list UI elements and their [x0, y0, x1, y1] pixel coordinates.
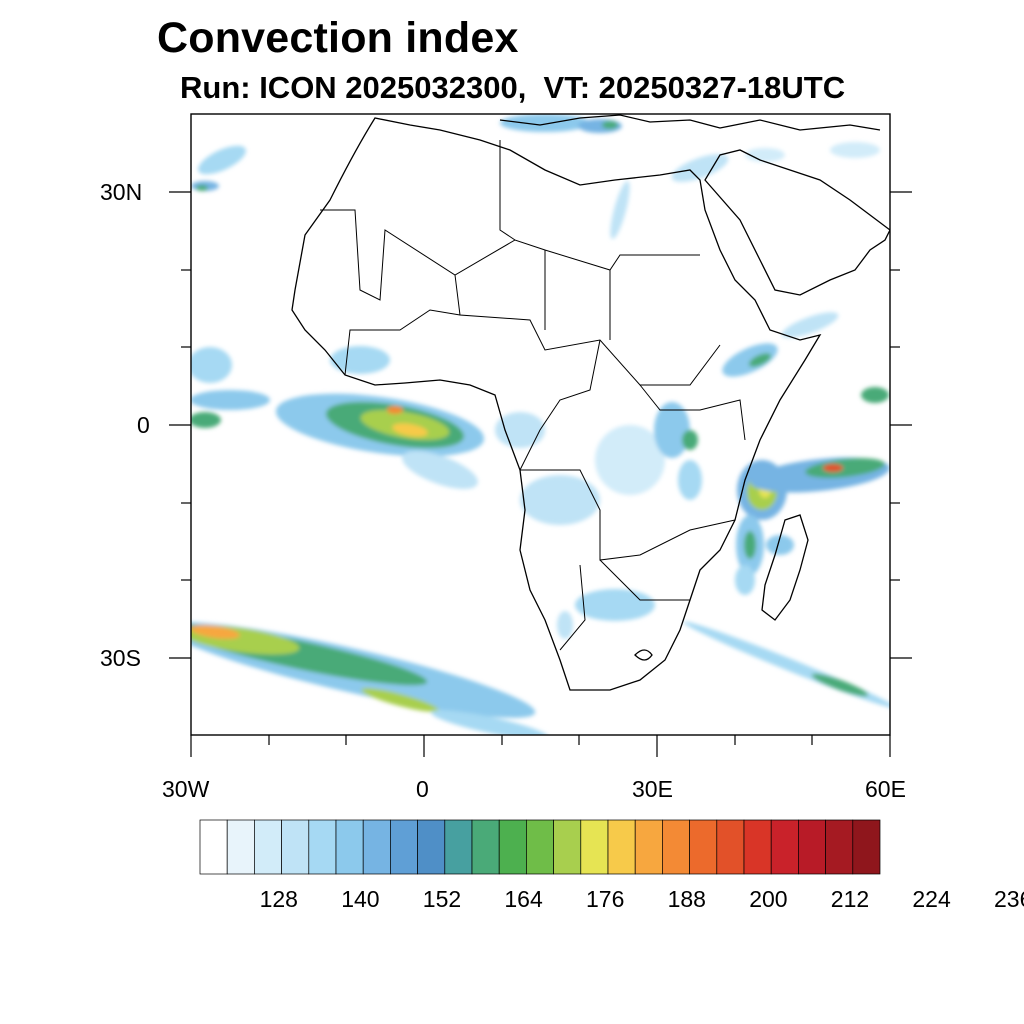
colorbar-swatch — [662, 819, 690, 875]
lat-tick-label: 30S — [100, 645, 141, 671]
lat-tick-label: 0 — [137, 412, 150, 438]
colorbar-swatch — [553, 819, 582, 875]
convection-field — [191, 114, 890, 735]
axis-ticks — [169, 191, 912, 757]
colorbar-swatch — [634, 819, 663, 875]
colorbar-swatch — [362, 819, 391, 875]
lon-tick-label: 60E — [865, 776, 906, 802]
colorbar-swatch — [226, 819, 255, 875]
colorbar-swatch — [254, 819, 282, 875]
coastline — [291, 114, 890, 691]
colorbar-tick-label: 128 — [259, 886, 298, 912]
colorbar-swatch — [390, 819, 418, 875]
colorbar-tick-label: 212 — [830, 886, 870, 912]
colorbar-tick-label: 152 — [422, 886, 462, 912]
colorbar-swatch — [852, 819, 881, 875]
colorbar-swatch — [444, 819, 473, 875]
lon-tick-label: 0 — [416, 776, 429, 802]
colorbar-swatch — [798, 819, 826, 875]
colorbar-tick-label: 188 — [667, 886, 706, 912]
colorbar-swatch — [716, 819, 745, 875]
colorbar-swatch — [743, 819, 772, 875]
colorbar-tick-label: 224 — [912, 886, 951, 912]
colorbar-swatch — [471, 819, 500, 875]
lat-tick-label: 30N — [100, 179, 143, 205]
colorbar-swatch — [417, 819, 446, 875]
lon-tick-label: 30W — [162, 776, 210, 802]
colorbar-tick-label: 176 — [586, 886, 625, 912]
lon-tick-label: 30E — [632, 776, 673, 802]
colorbar-tick-label: 140 — [341, 886, 380, 912]
colorbar-swatch — [689, 819, 718, 875]
colorbar-tick-label: 236 — [994, 886, 1024, 912]
colorbar-swatch — [526, 819, 554, 875]
country-borders — [320, 140, 746, 651]
colorbar-swatch — [825, 819, 854, 875]
colorbar-swatch — [580, 819, 609, 875]
colorbar-swatch — [607, 819, 636, 875]
colorbar-tick-label: 200 — [749, 886, 788, 912]
colorbar — [199, 819, 881, 875]
colorbar-swatch — [199, 819, 228, 875]
colorbar-tick-label: 164 — [504, 886, 543, 912]
colorbar-swatch — [498, 819, 527, 875]
colorbar-swatch — [335, 819, 364, 875]
map-subtitle: Run: ICON 2025032300, VT: 20250327-18UTC — [180, 70, 846, 105]
colorbar-swatch — [308, 819, 337, 875]
map-title: Convection index — [157, 14, 519, 62]
colorbar-swatch — [770, 819, 799, 875]
colorbar-swatch — [281, 819, 310, 875]
